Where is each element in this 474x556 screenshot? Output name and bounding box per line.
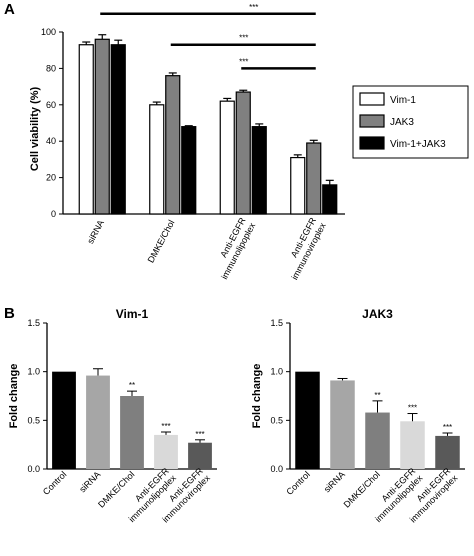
y-tick-label-a: 60 (46, 100, 56, 110)
category-label-a: Anti-EGFRimmunoviroplex (280, 215, 328, 281)
significance-label-vim1: ** (129, 381, 135, 390)
legend-label: Vim-1+JAK3 (390, 139, 446, 150)
significance-label-a: *** (249, 3, 258, 12)
bar-jak3-0 (94, 38, 110, 215)
significance-label-a: *** (239, 57, 248, 66)
bar-vim1-3 (154, 434, 178, 469)
y-tick-label-jak3: 1.5 (270, 318, 283, 328)
legend-label: Vim-1 (390, 95, 416, 106)
significance-label-jak3: ** (374, 391, 380, 400)
bar-vim1-0 (52, 371, 76, 469)
category-label-line: siRNA (322, 469, 347, 494)
category-label-line: DMKE/Chol (146, 218, 177, 264)
category-label-line: siRNA (77, 469, 102, 494)
y-tick-label-a: 20 (46, 173, 56, 183)
category-label-line: DMKE/Chol (96, 469, 136, 509)
bar-jak3-4 (435, 435, 460, 469)
bar-vim-1-jak3-1 (181, 126, 197, 215)
bar-jak3-3 (306, 142, 322, 215)
bar-jak3-2 (235, 91, 251, 215)
y-tick-label-jak3: 0.5 (270, 415, 283, 425)
y-tick-label-a: 100 (41, 27, 56, 37)
significance-label-jak3: *** (443, 423, 452, 432)
panel-label-a: A (4, 1, 15, 18)
chart-title-jak3: JAK3 (362, 307, 393, 321)
bar-vim-1-jak3-0 (110, 44, 126, 215)
bar-vim-1-3 (290, 156, 306, 215)
legend-swatch-vim-1 (359, 92, 385, 106)
category-label-vim1: siRNA (77, 469, 102, 494)
category-label-line: siRNA (85, 218, 106, 245)
y-tick-label-jak3: 1.0 (270, 367, 283, 377)
y-tick-label-a: 80 (46, 63, 56, 73)
bar-vim-1-0 (78, 44, 94, 215)
bar-vim1-1 (86, 375, 110, 469)
category-label-jak3: Control (284, 469, 312, 497)
y-tick-label-a: 40 (46, 136, 56, 146)
category-label-jak3: siRNA (322, 469, 347, 494)
category-label-vim1: DMKE/Chol (96, 469, 136, 509)
bar-vim1-4 (188, 442, 212, 469)
bar-vim-1-1 (149, 104, 165, 215)
y-axis-title-a: Cell viability (%) (29, 86, 41, 171)
panel-label-b: B (4, 305, 15, 322)
legend-swatch-vim-1-jak3 (359, 136, 385, 150)
category-label-line: DMKE/Chol (342, 469, 382, 509)
bar-jak3-1 (165, 75, 181, 215)
significance-label-vim1: *** (161, 422, 170, 431)
legend-label: JAK3 (390, 117, 414, 128)
category-label-vim1: Control (41, 469, 69, 497)
y-tick-label-vim1: 0.0 (27, 464, 40, 474)
legend-a: Vim-1 JAK3 Vim-1+JAK3 (352, 85, 469, 159)
y-axis-title-jak3: Fold change (251, 364, 263, 429)
y-axis-title-vim1: Fold change (8, 364, 20, 429)
chart-title-vim1: Vim-1 (116, 307, 149, 321)
category-label-line: Control (284, 469, 312, 497)
significance-label-vim1: *** (195, 430, 204, 439)
category-label-jak3: DMKE/Chol (342, 469, 382, 509)
bar-vim1-2 (120, 396, 144, 469)
y-tick-label-jak3: 0.0 (270, 464, 283, 474)
bar-jak3-0 (295, 371, 320, 469)
bar-vim-1-2 (219, 100, 235, 215)
significance-label-jak3: *** (408, 404, 417, 413)
category-label-a: DMKE/Chol (146, 218, 177, 264)
legend-swatch-jak3 (359, 114, 385, 128)
bar-vim-1-jak3-3 (322, 184, 338, 215)
bar-jak3-2 (365, 412, 390, 469)
category-label-a: Anti-EGFRimmunolipoplex (209, 215, 257, 281)
category-label-line: Control (41, 469, 69, 497)
bar-jak3-3 (400, 421, 425, 469)
y-tick-label-vim1: 1.5 (27, 318, 40, 328)
y-tick-label-a: 0 (51, 209, 56, 219)
significance-label-a: *** (239, 34, 248, 43)
y-tick-label-vim1: 1.0 (27, 367, 40, 377)
y-tick-label-vim1: 0.5 (27, 415, 40, 425)
category-label-a: siRNA (85, 218, 106, 245)
bar-vim-1-jak3-2 (251, 126, 267, 215)
bar-jak3-1 (330, 380, 355, 469)
